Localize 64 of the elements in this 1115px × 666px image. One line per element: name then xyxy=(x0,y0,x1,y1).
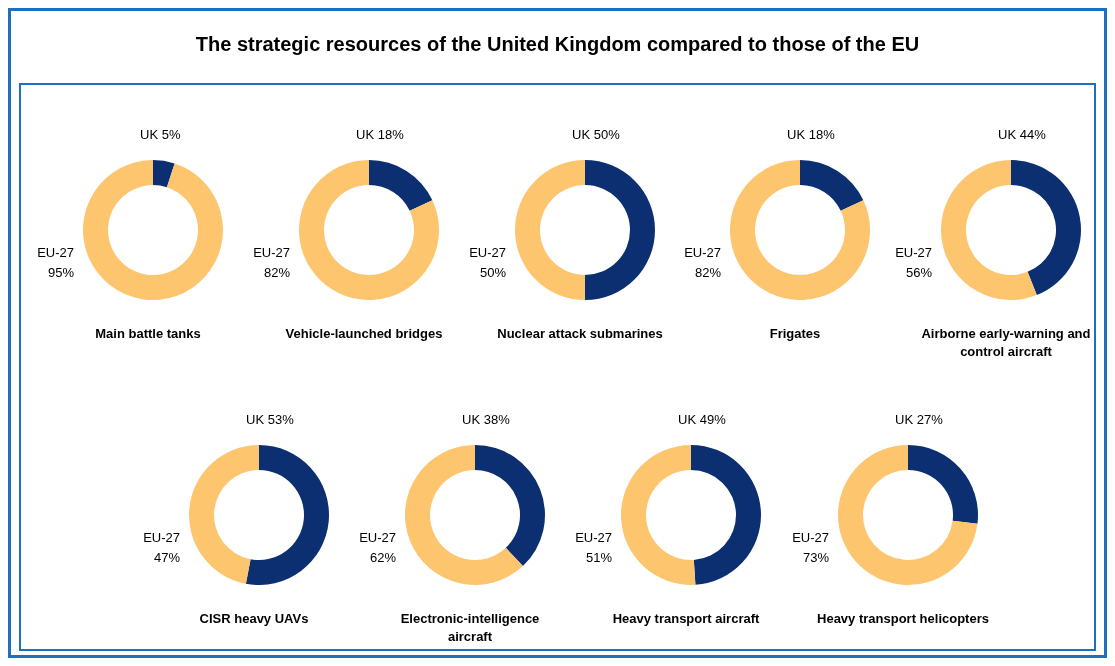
data-label: 18% xyxy=(377,127,404,142)
donut-slice xyxy=(83,160,223,300)
data-label: 50% xyxy=(593,127,620,142)
data-label: 49% xyxy=(699,412,726,427)
donut-slice xyxy=(941,160,1037,300)
data-label: 56% xyxy=(904,264,932,282)
data-label: 82% xyxy=(693,264,721,282)
text: The strategic resources of the United Kingdom compared to those of the EU xyxy=(194,33,921,56)
data-label: 18% xyxy=(808,127,835,142)
slice-label: UK xyxy=(246,412,265,427)
donut-slice xyxy=(405,445,523,585)
slice-label: EU-27 xyxy=(684,244,721,262)
data-label: 47% xyxy=(152,549,180,567)
donut-slice xyxy=(515,160,585,300)
donut-slice xyxy=(838,445,978,585)
slice-label: EU-27 xyxy=(143,529,180,547)
slice-label: UK xyxy=(895,412,914,427)
slice-label: EU-27 xyxy=(253,244,290,262)
slice-label: UK xyxy=(572,127,591,142)
data-label: 38% xyxy=(483,412,510,427)
donut-slice xyxy=(730,160,870,300)
data-label: 51% xyxy=(584,549,612,567)
donut-slice xyxy=(245,445,329,585)
donut-slice xyxy=(189,445,259,584)
data-label: 73% xyxy=(801,549,829,567)
data-label: 27% xyxy=(916,412,943,427)
slice-label: UK xyxy=(140,127,159,142)
data-label: 62% xyxy=(368,549,396,567)
text: Nuclear attack submarines xyxy=(496,325,664,343)
data-label: 5% xyxy=(161,127,181,142)
data-label: 53% xyxy=(267,412,294,427)
donut-slice xyxy=(299,160,439,300)
slice-label: EU-27 xyxy=(895,244,932,262)
data-label: 82% xyxy=(262,264,290,282)
slice-label: UK xyxy=(787,127,806,142)
donut-slice xyxy=(621,445,696,585)
text: Heavy transport helicopters xyxy=(816,610,990,628)
slice-label: EU-27 xyxy=(575,529,612,547)
donut-slice xyxy=(153,160,175,188)
data-label: 95% xyxy=(46,264,74,282)
text: Frigates xyxy=(768,325,822,343)
slice-label: EU-27 xyxy=(792,529,829,547)
text: CISR heavy UAVs xyxy=(198,610,310,628)
text: Vehicle-launched bridges xyxy=(284,325,444,343)
data-label: 44% xyxy=(1019,127,1046,142)
text: Main battle tanks xyxy=(94,325,202,343)
donut-slice xyxy=(369,160,433,211)
donut-slice xyxy=(475,445,545,567)
donut-slice xyxy=(691,445,761,585)
slice-label: EU-27 xyxy=(359,529,396,547)
slice-label: EU-27 xyxy=(37,244,74,262)
slice-label: UK xyxy=(356,127,375,142)
donut-slice xyxy=(800,160,864,211)
text: Heavy transport aircraft xyxy=(611,610,761,628)
donut-slice xyxy=(585,160,655,300)
donut-slice xyxy=(908,445,978,524)
text: Electronic-intelligence aircraft xyxy=(399,610,541,646)
slice-label: UK xyxy=(998,127,1017,142)
slice-label: UK xyxy=(678,412,697,427)
slice-label: EU-27 xyxy=(469,244,506,262)
slice-label: UK xyxy=(462,412,481,427)
text: Airborne early-warning and control aircraft xyxy=(920,325,1092,361)
data-label: 50% xyxy=(478,264,506,282)
donut-slice xyxy=(1011,160,1081,296)
